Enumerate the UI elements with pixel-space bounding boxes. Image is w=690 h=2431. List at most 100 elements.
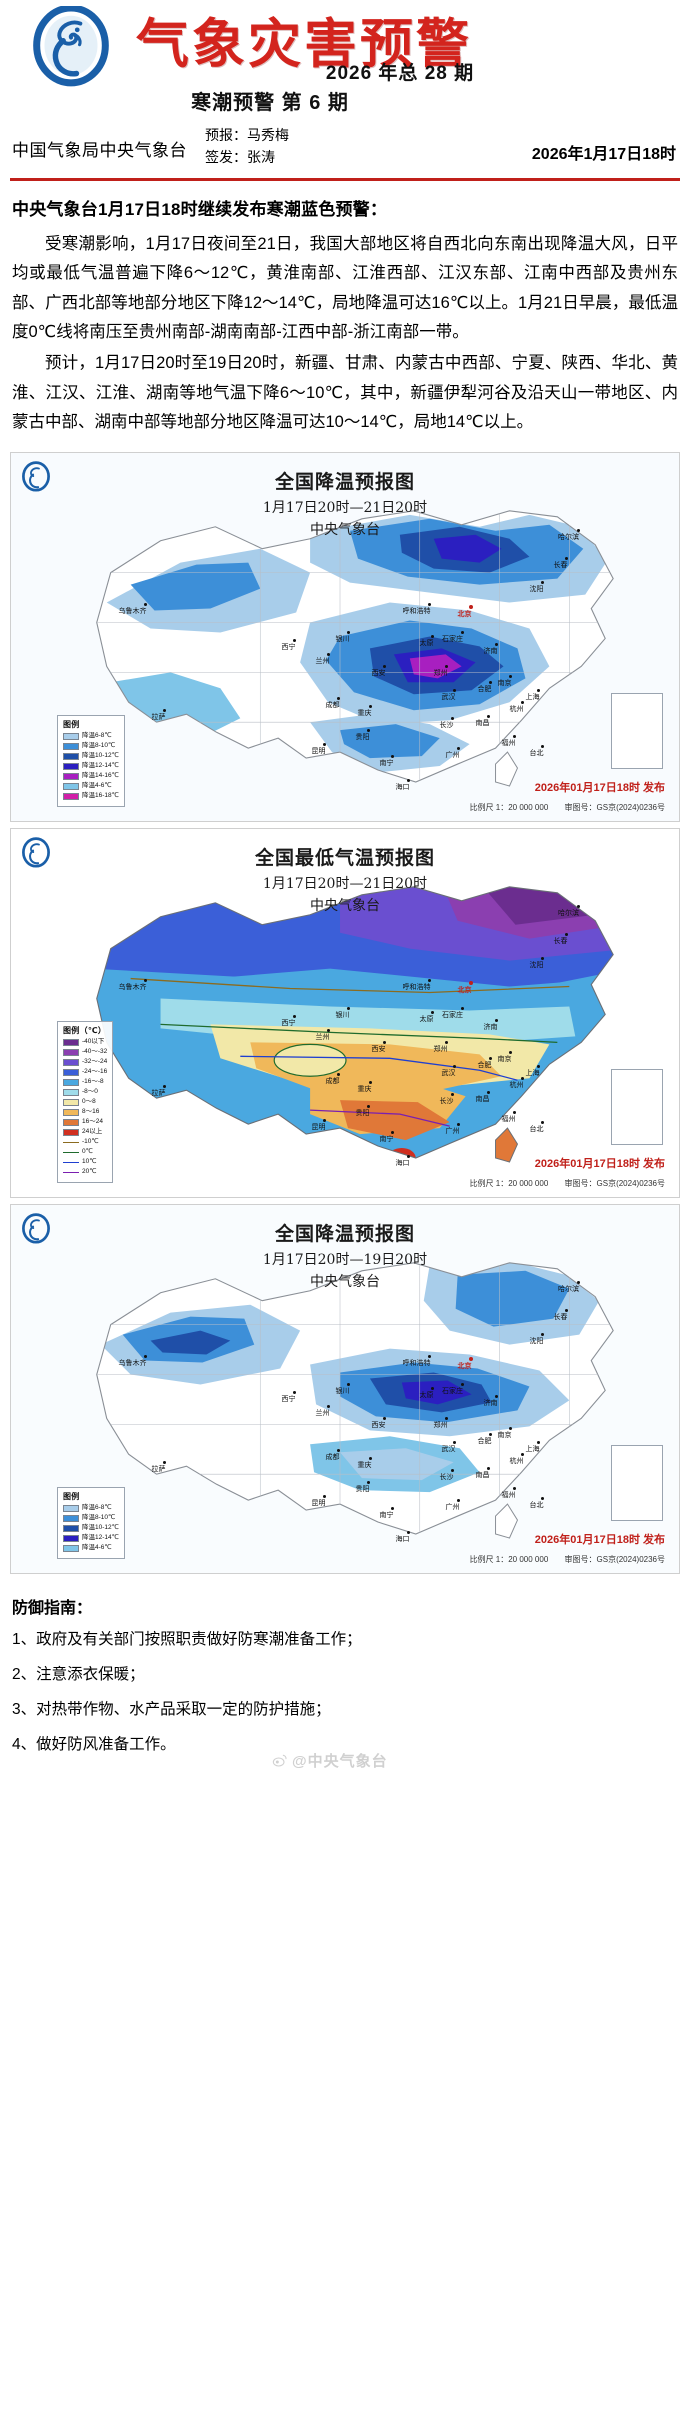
map-city-label: 石家庄	[442, 1006, 474, 1020]
city-name: 杭州	[509, 1457, 524, 1465]
page-title: 气象灾害预警	[136, 13, 472, 75]
city-name: 广州	[445, 751, 460, 759]
legend-label: -16～-8	[82, 1077, 104, 1085]
map-city-label: 兰州	[316, 1404, 337, 1418]
city-marker-icon	[369, 1080, 373, 1084]
city-marker-icon	[460, 630, 464, 634]
city-name: 太原	[419, 1015, 434, 1023]
city-name: 沈阳	[529, 1337, 544, 1345]
map-city-label: 长春	[554, 932, 575, 946]
city-name: 长春	[553, 937, 568, 945]
legend-row: 降温4-6℃	[63, 782, 119, 791]
city-marker-icon	[293, 638, 297, 642]
watermark-text: @中央气象台	[292, 1752, 388, 1770]
city-name: 台北	[529, 749, 544, 757]
warning-headline: 中央气象台1月17日18时继续发布寒潮蓝色预警：	[12, 200, 388, 219]
city-name: 福州	[501, 1115, 516, 1123]
contour-label: -10℃	[82, 1137, 99, 1145]
city-marker-icon	[445, 1040, 449, 1044]
map-city-label: 太原	[420, 634, 441, 648]
city-name: 石家庄	[442, 1387, 463, 1395]
cma-dragon-logo-icon	[22, 836, 50, 868]
city-marker-icon	[495, 1018, 499, 1022]
map-figure-cooling-forecast-1[interactable]: 全国降温预报图 1月17日20时—21日20时 中央气象台 图例 降温6-8℃ …	[10, 451, 680, 822]
city-marker-icon	[327, 652, 331, 656]
map-city-label: 郑州	[434, 664, 455, 678]
city-name: 兰州	[315, 1033, 330, 1041]
city-name: 南京	[497, 1055, 512, 1063]
city-marker-icon	[407, 1154, 411, 1158]
city-name: 北京	[457, 610, 472, 618]
map-scale: 比例尺 1：20 000 000	[469, 1178, 549, 1188]
city-name: 福州	[501, 1491, 516, 1499]
legend-row: 16～24	[63, 1118, 107, 1127]
city-marker-icon	[565, 932, 569, 936]
map-city-label: 广州	[446, 746, 467, 760]
legend-swatch	[63, 1524, 79, 1532]
legend-swatch	[63, 1514, 79, 1522]
city-marker-icon	[323, 1118, 327, 1122]
city-name: 呼和浩特	[402, 983, 431, 991]
city-marker-icon	[537, 1440, 541, 1444]
issue-number: 2026 年总 28 期	[325, 63, 475, 84]
map-city-label: 南昌	[476, 1090, 497, 1104]
map-city-label: 石家庄	[442, 630, 474, 644]
map-city-label: 郑州	[434, 1040, 455, 1054]
legend-row: 降温10-12℃	[63, 752, 119, 761]
map-city-label: 海口	[396, 1154, 417, 1168]
city-marker-icon	[509, 674, 513, 678]
city-marker-icon	[347, 630, 351, 634]
city-name: 南昌	[475, 1095, 490, 1103]
map-city-label: 沈阳	[530, 580, 551, 594]
legend-swatch	[63, 762, 79, 770]
map-figure-min-temperature[interactable]: 全国最低气温预报图 1月17日20时—21日20时 中央气象台 图例（℃） -4…	[10, 827, 680, 1198]
map-city-label: 拉萨	[152, 1084, 173, 1098]
map-figure-cooling-forecast-2[interactable]: 全国降温预报图 1月17日20时—19日20时 中央气象台 图例 降温6-8℃ …	[10, 1203, 680, 1574]
city-name: 西安	[371, 1045, 386, 1053]
map-city-label: 成都	[326, 696, 347, 710]
city-name: 合肥	[477, 1437, 492, 1445]
map-legend: 图例 降温6-8℃ 降温8-10℃ 降温10-12℃ 降温12-14℃ 降温4-…	[57, 1486, 125, 1559]
city-name: 长沙	[439, 721, 454, 729]
city-marker-icon	[337, 1448, 341, 1452]
city-marker-icon	[541, 956, 545, 960]
city-name: 武汉	[441, 693, 456, 701]
legend-swatch	[63, 742, 79, 750]
city-name: 合肥	[477, 685, 492, 693]
city-marker-icon	[431, 1386, 435, 1390]
city-name: 上海	[525, 693, 540, 701]
city-name: 重庆	[357, 1461, 372, 1469]
legend-swatch	[63, 1534, 79, 1542]
city-name: 上海	[525, 1069, 540, 1077]
city-marker-icon	[347, 1006, 351, 1010]
city-name: 沈阳	[529, 585, 544, 593]
legend-row: 降温6-8℃	[63, 732, 119, 741]
legend-swatch	[63, 1504, 79, 1512]
city-marker-icon	[513, 734, 517, 738]
city-marker-icon	[576, 1280, 580, 1284]
city-marker-icon	[541, 580, 545, 584]
city-marker-icon	[495, 1394, 499, 1398]
city-marker-icon	[163, 708, 167, 712]
city-name: 济南	[483, 647, 498, 655]
city-marker-icon	[323, 742, 327, 746]
map-city-label: 合肥	[478, 1432, 499, 1446]
city-name: 太原	[419, 1391, 434, 1399]
city-name: 呼和浩特	[402, 1359, 431, 1367]
legend-title: 图例	[63, 1491, 80, 1501]
legend-label: 24以上	[82, 1127, 103, 1135]
map-city-label: 西宁	[282, 1014, 303, 1028]
city-marker-icon	[383, 664, 387, 668]
map-city-label: 昆明	[312, 742, 333, 756]
city-marker-icon	[541, 1496, 545, 1500]
city-marker-icon	[489, 680, 493, 684]
map-city-label: 南宁	[380, 754, 401, 768]
legend-label: 降温6-8℃	[82, 731, 112, 739]
city-marker-icon	[513, 1486, 517, 1490]
map-city-label: 广州	[446, 1122, 467, 1136]
legend-row: 降温4-6℃	[63, 1544, 119, 1553]
legend-label: 降温14-16℃	[82, 771, 119, 779]
legend-swatch	[63, 1068, 79, 1076]
city-name: 沈阳	[529, 961, 544, 969]
city-name: 北京	[457, 986, 472, 994]
